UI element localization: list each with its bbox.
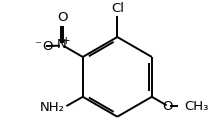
Text: NH₂: NH₂ [39, 101, 64, 114]
Text: O: O [163, 100, 173, 113]
Text: O: O [42, 40, 53, 52]
Text: +: + [62, 36, 70, 46]
Text: O: O [57, 11, 67, 24]
Text: ⁻: ⁻ [34, 40, 41, 52]
Text: CH₃: CH₃ [184, 100, 208, 113]
Text: N: N [57, 38, 67, 52]
Text: Cl: Cl [111, 2, 124, 15]
